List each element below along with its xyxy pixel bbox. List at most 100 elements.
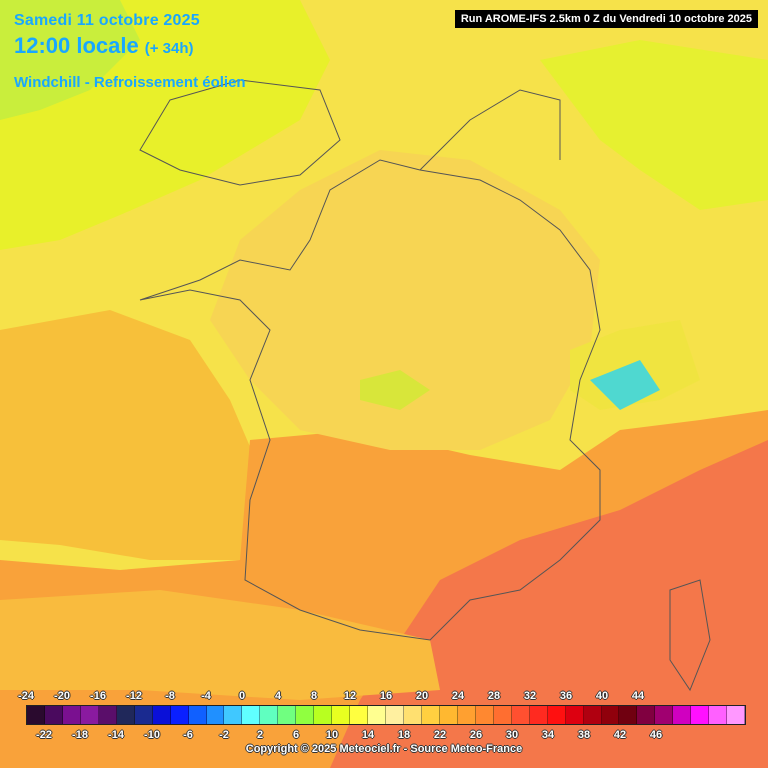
forecast-time: 12:00 locale (+ 34h)	[14, 33, 194, 59]
legend-lower-label: 2	[256, 729, 264, 741]
legend-swatch	[386, 706, 405, 724]
legend-lower-label: 22	[433, 729, 447, 741]
legend-swatch	[475, 706, 494, 724]
legend-lower-label: -14	[108, 729, 124, 741]
legend-lower-label: 14	[361, 729, 375, 741]
legend-swatch	[529, 706, 548, 724]
legend-swatch	[314, 706, 333, 724]
legend-lower-label: -18	[72, 729, 88, 741]
legend-swatch	[260, 706, 279, 724]
legend-lower-labels: -22 -18 -14 -10 -6 -2 2 6 10 14 18 22 26 30 34 38 42 46	[26, 729, 746, 743]
legend-swatch	[188, 706, 207, 724]
green-zone-northwest	[0, 0, 140, 120]
legend-lower-label: -22	[36, 729, 52, 741]
orange-zone-atlantic	[0, 310, 260, 560]
legend-swatch	[350, 706, 369, 724]
legend-swatch	[547, 706, 566, 724]
legend-upper-label: 12	[343, 690, 357, 702]
legend-lower-label: 18	[397, 729, 411, 741]
orange-zone-iberia	[0, 590, 440, 700]
legend-upper-label: 28	[487, 690, 501, 702]
legend-swatch	[619, 706, 638, 724]
legend-swatch	[224, 706, 243, 724]
legend-upper-labels: -24 -20 -16 -12 -8 -4 0 4 8 12 16 20 24 28 32 36 40 44	[18, 690, 746, 704]
legend-upper-label: 24	[451, 690, 465, 702]
legend-upper-label: -8	[165, 690, 175, 702]
legend-swatch	[601, 706, 620, 724]
legend-upper-label: -20	[54, 690, 70, 702]
legend-upper-label: 40	[595, 690, 609, 702]
legend-swatch	[457, 706, 476, 724]
alpine-cold-patch	[590, 360, 660, 410]
legend-upper-label: 32	[523, 690, 537, 702]
legend-swatch	[62, 706, 81, 724]
legend-upper-label: -24	[18, 690, 34, 702]
legend-swatch	[206, 706, 225, 724]
legend-swatch	[421, 706, 440, 724]
legend-lower-label: 30	[505, 729, 519, 741]
legend-swatch	[404, 706, 422, 724]
legend-swatch	[242, 706, 261, 724]
legend-swatch	[691, 706, 710, 724]
forecast-time-value: 12:00 locale	[14, 33, 139, 58]
legend-lower-label: 26	[469, 729, 483, 741]
parameter-title: Windchill - Refroissement éolien	[14, 74, 246, 91]
green-yellow-zone-northeast	[540, 40, 768, 210]
legend-upper-label: 4	[274, 690, 282, 702]
legend-swatch	[332, 706, 351, 724]
legend-lower-label: 46	[649, 729, 663, 741]
legend-swatch	[152, 706, 171, 724]
legend-swatch	[278, 706, 297, 724]
legend-lower-label: 42	[613, 729, 627, 741]
legend-swatch	[673, 706, 692, 724]
cool-patch-central	[360, 370, 430, 410]
legend-swatch	[493, 706, 512, 724]
forecast-lead: (+ 34h)	[144, 40, 194, 57]
legend-lower-label: -6	[183, 729, 193, 741]
legend-upper-label: 8	[310, 690, 318, 702]
legend-swatch	[439, 706, 458, 724]
legend-swatch	[116, 706, 135, 724]
legend-swatch	[583, 706, 602, 724]
coastline-benelux	[419, 89, 561, 171]
legend-swatch	[637, 706, 656, 724]
legend-upper-label: 44	[631, 690, 645, 702]
legend-lower-label: 6	[292, 729, 300, 741]
coastline-corsica	[669, 579, 711, 692]
legend-upper-label: -16	[90, 690, 106, 702]
legend-lower-label: 34	[541, 729, 555, 741]
legend-swatch	[27, 706, 45, 724]
forecast-date: Samedi 11 octobre 2025	[14, 12, 200, 29]
legend-lower-label: -10	[144, 729, 160, 741]
coastline-england	[139, 79, 341, 186]
coastline-france	[139, 159, 601, 641]
legend-swatch	[80, 706, 99, 724]
legend-swatch	[368, 706, 387, 724]
legend-swatch	[727, 706, 746, 724]
legend-upper-label: 16	[379, 690, 393, 702]
legend-swatch	[655, 706, 674, 724]
land-zone-north-france	[210, 150, 600, 450]
copyright-text: Copyright © 2025 Meteociel.fr - Source M…	[245, 743, 523, 755]
legend-swatch	[170, 706, 189, 724]
legend-upper-label: 20	[415, 690, 429, 702]
legend-swatch	[709, 706, 728, 724]
legend-lower-label: -2	[219, 729, 229, 741]
legend-upper-label: 36	[559, 690, 573, 702]
run-info: Run AROME-IFS 2.5km 0 Z du Vendredi 10 o…	[454, 10, 758, 28]
red-zone-mediterranean	[330, 440, 768, 768]
legend-swatch	[134, 706, 153, 724]
legend-lower-label: 38	[577, 729, 591, 741]
legend-upper-label: 0	[238, 690, 246, 702]
legend-swatch	[565, 706, 584, 724]
legend-swatch	[296, 706, 315, 724]
legend-swatch	[98, 706, 117, 724]
legend-color-scale	[26, 705, 746, 725]
legend-lower-label: 10	[325, 729, 339, 741]
legend-swatch	[44, 706, 63, 724]
legend-upper-label: -4	[201, 690, 211, 702]
legend-swatch	[511, 706, 530, 724]
legend-upper-label: -12	[126, 690, 142, 702]
